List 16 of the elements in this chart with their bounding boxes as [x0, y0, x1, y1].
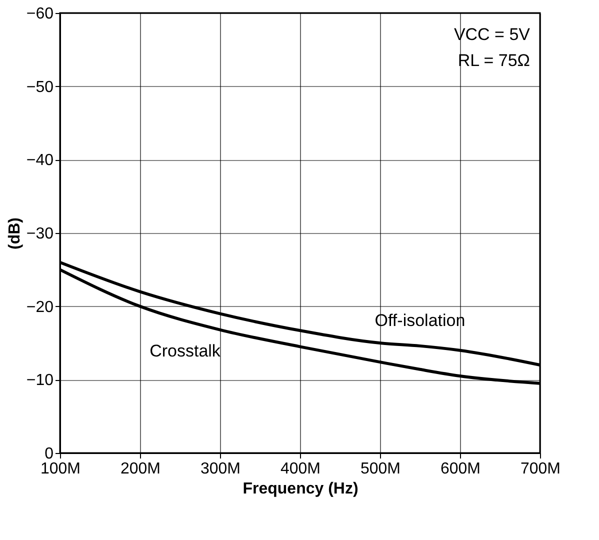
x-tick-label: 400M — [280, 460, 321, 478]
x-tick-label: 600M — [440, 460, 481, 478]
y-tick-label: −60 — [26, 6, 54, 22]
y-tick-label: −20 — [26, 298, 54, 316]
y-tick-label: −40 — [26, 152, 54, 170]
x-tick-label: 100M — [40, 460, 81, 478]
y-axis-title: (dB) — [6, 218, 24, 250]
y-tick-label: 0 — [44, 446, 54, 462]
x-axis-title: Frequency (Hz) — [242, 480, 358, 498]
x-tick-label: 500M — [360, 460, 401, 478]
y-tick-label: −50 — [26, 78, 54, 96]
y-tick-label: −10 — [26, 372, 54, 390]
x-tick-label: 200M — [120, 460, 161, 478]
y-tick-label: −30 — [26, 226, 54, 242]
x-tick-label: 300M — [200, 460, 241, 478]
x-tick-label: 700M — [520, 460, 561, 478]
